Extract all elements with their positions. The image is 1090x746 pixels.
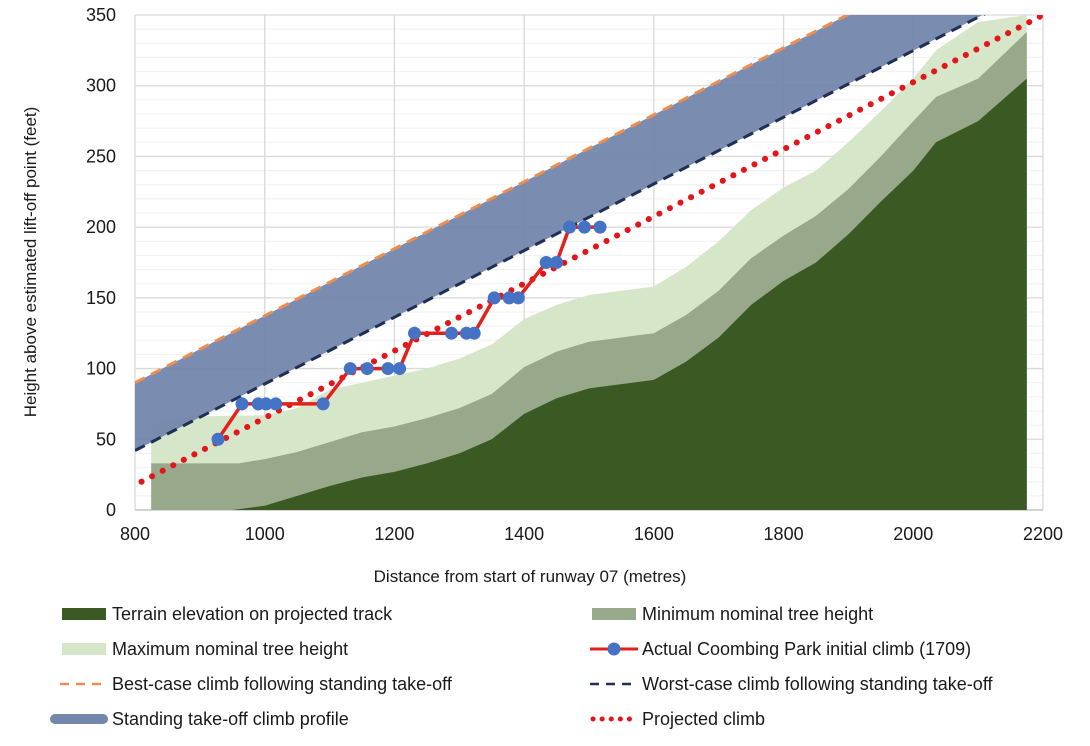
actual-climb-point xyxy=(511,291,525,305)
y-tick-label: 50 xyxy=(96,429,116,449)
legend-symbol-worst-case xyxy=(590,677,638,691)
actual-climb-point xyxy=(343,362,357,376)
y-tick-label: 350 xyxy=(86,5,116,25)
legend-symbol-min-tree xyxy=(590,607,638,621)
legend-symbol-projected xyxy=(590,712,638,726)
y-axis-title: Height above estimated lift-off point (f… xyxy=(21,107,40,418)
actual-climb-point xyxy=(487,291,501,305)
actual-climb-point xyxy=(502,291,516,305)
terrain-area xyxy=(151,78,1027,510)
y-tick-labels: 0 50 100 150 200 250 300 350 xyxy=(86,5,116,520)
x-tick-label: 1800 xyxy=(764,524,804,544)
actual-climb-point xyxy=(316,397,330,411)
legend-item: Maximum nominal tree height xyxy=(60,634,348,664)
legend-label: Best-case climb following standing take-… xyxy=(112,673,452,694)
actual-climb-point xyxy=(445,326,459,340)
legend-symbol-terrain xyxy=(60,607,108,621)
legend-label: Minimum nominal tree height xyxy=(642,603,874,624)
legend-label: Worst-case climb following standing take… xyxy=(642,673,993,694)
legend-item: Standing take-off climb profile xyxy=(50,704,349,734)
x-tick-label: 1000 xyxy=(245,524,285,544)
legend-label: Actual Coombing Park initial climb (1709… xyxy=(642,638,972,659)
actual-climb-point xyxy=(408,326,422,340)
actual-climb-point xyxy=(259,397,273,411)
y-tick-label: 0 xyxy=(106,500,116,520)
legend-item: Minimum nominal tree height xyxy=(590,599,873,629)
actual-climb-point xyxy=(393,362,407,376)
y-tick-label: 100 xyxy=(86,359,116,379)
y-tick-label: 300 xyxy=(86,76,116,96)
y-tick-label: 250 xyxy=(86,146,116,166)
actual-climb-point xyxy=(235,397,249,411)
actual-climb-point xyxy=(593,220,607,234)
legend-item: Terrain elevation on projected track xyxy=(60,599,392,629)
x-tick-label: 2200 xyxy=(1023,524,1063,544)
legend-item: Best-case climb following standing take-… xyxy=(60,669,452,699)
best-case-line xyxy=(135,15,851,385)
legend-item: Projected climb xyxy=(590,704,765,734)
x-tick-label: 1600 xyxy=(634,524,674,544)
legend-label: Projected climb xyxy=(642,708,766,729)
legend-symbol-max-tree xyxy=(60,642,108,656)
actual-climb-point xyxy=(269,397,283,411)
actual-climb-point xyxy=(381,362,395,376)
x-tick-label: 1200 xyxy=(374,524,414,544)
x-tick-labels: 800 1000 1200 1400 1600 1800 2000 2200 xyxy=(120,524,1063,544)
legend-symbol-best-case xyxy=(60,677,108,691)
legend: Terrain elevation on projected track Mini… xyxy=(0,596,1090,746)
actual-climb-point xyxy=(360,362,374,376)
actual-climb-point xyxy=(211,432,225,446)
actual-climb-point xyxy=(563,220,577,234)
x-tick-label: 2000 xyxy=(893,524,933,544)
actual-climb-point xyxy=(550,256,564,269)
legend-item: Worst-case climb following standing take… xyxy=(590,669,993,699)
x-axis-title: Distance from start of runway 07 (metres… xyxy=(374,567,687,586)
legend-label: Terrain elevation on projected track xyxy=(112,603,393,624)
x-tick-label: 800 xyxy=(120,524,150,544)
legend-label: Standing take-off climb profile xyxy=(112,708,349,729)
legend-symbol-standing-band xyxy=(50,712,108,726)
actual-climb-point xyxy=(539,256,553,269)
legend-symbol-actual xyxy=(590,642,638,656)
chart: 800 1000 1200 1400 1600 1800 2000 2200 0 50 100 15… xyxy=(21,5,1063,586)
y-tick-label: 200 xyxy=(86,217,116,237)
worst-case-line xyxy=(135,15,986,452)
actual-climb-point xyxy=(467,326,481,340)
x-tick-label: 1400 xyxy=(504,524,544,544)
marker-series xyxy=(211,220,607,446)
legend-label: Maximum nominal tree height xyxy=(112,638,349,659)
y-tick-label: 150 xyxy=(86,288,116,308)
legend-item: Actual Coombing Park initial climb (1709… xyxy=(590,634,971,664)
actual-climb-point xyxy=(577,220,591,234)
